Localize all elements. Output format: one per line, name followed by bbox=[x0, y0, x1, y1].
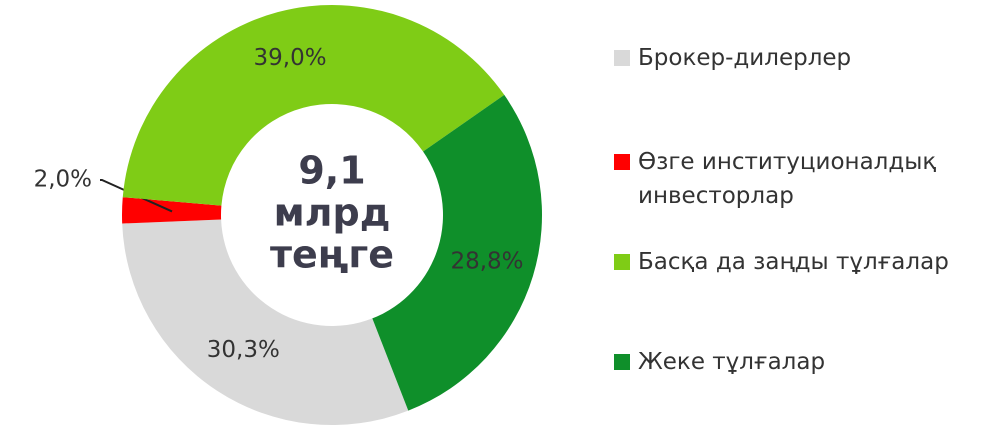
donut-slice bbox=[122, 4, 505, 206]
center-label: теңге bbox=[270, 233, 394, 277]
center-label: 9,1 bbox=[298, 149, 365, 193]
legend-item: Өзге институционалдық инвесторлар bbox=[614, 145, 984, 213]
donut-slice bbox=[122, 219, 409, 425]
legend-label: Басқа да заңды тұлғалар bbox=[638, 249, 949, 275]
legend-label: Жеке тұлғалар bbox=[638, 349, 826, 375]
data-label: 28,8% bbox=[450, 249, 523, 275]
legend-item: Жеке тұлғалар bbox=[614, 345, 984, 379]
legend-swatch bbox=[614, 50, 630, 66]
leader-line bbox=[100, 179, 173, 213]
data-label: 30,3% bbox=[207, 337, 280, 363]
legend-label: Өзге институционалдық инвесторлар bbox=[638, 149, 937, 209]
data-label: 39,0% bbox=[254, 45, 327, 71]
data-label: 2,0% bbox=[34, 167, 92, 193]
legend-label: Брокер-дилерлер bbox=[638, 45, 852, 71]
legend-item: Басқа да заңды тұлғалар bbox=[614, 245, 984, 279]
legend-swatch bbox=[614, 254, 630, 270]
center-label: млрд bbox=[274, 191, 391, 235]
legend-swatch bbox=[614, 354, 630, 370]
legend-item: Брокер-дилерлер bbox=[614, 41, 984, 75]
donut-slice bbox=[372, 94, 543, 411]
legend-swatch bbox=[614, 154, 630, 170]
